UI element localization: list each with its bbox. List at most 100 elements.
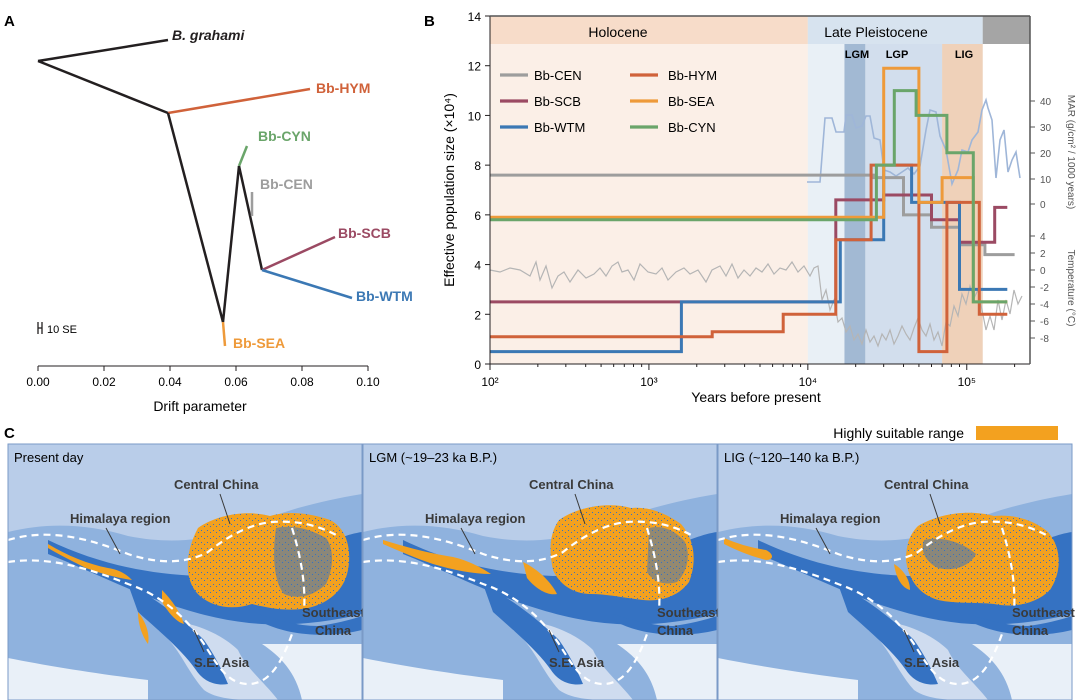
map-present-day: Present day Himalaya region Central Chin… <box>7 443 366 700</box>
mar-axis: 40 30 20 10 0 MAR (g/cm² / 1000 years) <box>1030 95 1076 211</box>
period-band-lgm <box>844 44 866 364</box>
label-southeast-3a: Southeast <box>1012 605 1076 620</box>
panel-b-letter: B <box>424 13 435 30</box>
drift-tick-1: 0.02 <box>92 375 116 389</box>
label-himalaya-region-1: Himalaya region <box>70 511 170 526</box>
legend-suitable-label: Highly suitable range <box>833 425 964 441</box>
mar-tick-10: 10 <box>1040 175 1052 186</box>
tip-label-bb-cen: Bb-CEN <box>260 176 313 192</box>
map-lig: LIG (~120–140 ka B.P.) Himalaya region C… <box>717 443 1076 700</box>
era-label-late-pleistocene: Late Pleistocene <box>824 24 928 40</box>
temperature-axis: 4 2 0 -2 -4 -6 -8 Temperature (°C) <box>1030 232 1076 345</box>
tip-label-bb-hym: Bb-HYM <box>316 80 370 96</box>
drift-tick-5: 0.10 <box>356 375 380 389</box>
period-label-lig: LIG <box>955 49 973 61</box>
label-central-china-3: Central China <box>884 477 969 492</box>
tip-label-b-grahami: B. grahami <box>172 27 245 43</box>
era-header-1 <box>807 16 983 44</box>
label-sea-2: S.E. Asia <box>549 655 605 670</box>
temp-tick-m2: -2 <box>1040 283 1049 294</box>
mar-tick-30: 30 <box>1040 123 1052 134</box>
series-bb-cyn <box>490 89 1008 304</box>
mar-record-line <box>807 97 1021 187</box>
tip-label-bb-cyn: Bb-CYN <box>258 128 311 144</box>
temp-tick-0: 0 <box>1040 266 1046 277</box>
x-axis-ticks: 10² 10³ 10⁴ 10⁵ <box>481 364 1016 389</box>
legend-suitable-swatch <box>976 426 1058 440</box>
legend-label-bb-scb: Bb-SCB <box>534 94 581 109</box>
map-title-present-day: Present day <box>14 450 84 465</box>
drift-tick-0: 0.00 <box>26 375 50 389</box>
y-tick-label-3: 6 <box>474 209 481 223</box>
label-southeast-1b: China <box>315 623 352 638</box>
temp-tick-m4: -4 <box>1040 300 1049 311</box>
y-axis-title: Effective population size (×10⁴) <box>441 93 457 287</box>
legend-label-bb-sea: Bb-SEA <box>668 94 715 109</box>
y-tick-label-0: 0 <box>474 358 481 372</box>
demography-chart: B 0 2 4 6 8 10 12 14 10² 10³ 10⁴ 10⁵ Holocene Late… <box>424 10 1076 405</box>
mar-axis-title: MAR (g/cm² / 1000 years) <box>1065 95 1076 209</box>
label-sea-1: S.E. Asia <box>194 655 250 670</box>
map-title-lig: LIG (~120–140 ka B.P.) <box>724 450 859 465</box>
y-tick-label-7: 14 <box>468 10 482 24</box>
series-bb-hym <box>490 163 1008 354</box>
mar-tick-40: 40 <box>1040 97 1052 108</box>
temp-tick-m6: -6 <box>1040 317 1049 328</box>
x-tick-label-0: 10² <box>481 375 498 389</box>
tip-label-bb-scb: Bb-SCB <box>338 225 391 241</box>
y-tick-label-2: 4 <box>474 259 481 273</box>
temp-tick-4: 4 <box>1040 232 1046 243</box>
drift-tick-3: 0.06 <box>224 375 248 389</box>
panel-a-letter: A <box>4 13 15 30</box>
scale-bar-label: 10 SE <box>47 324 77 336</box>
label-himalaya-region-3: Himalaya region <box>780 511 880 526</box>
map-title-lgm: LGM (~19–23 ka B.P.) <box>369 450 497 465</box>
y-tick-label-5: 10 <box>468 109 482 123</box>
label-southeast-2a: Southeast <box>657 605 721 620</box>
era-header-0 <box>490 16 808 44</box>
label-southeast-1a: Southeast <box>302 605 366 620</box>
label-sea-3: S.E. Asia <box>904 655 960 670</box>
y-tick-label-4: 8 <box>474 159 481 173</box>
x-tick-label-2: 10⁴ <box>799 375 818 389</box>
drift-axis: 0.00 0.02 0.04 0.06 0.08 0.10 Drift para… <box>26 365 380 414</box>
x-tick-label-3: 10⁵ <box>958 375 976 389</box>
label-southeast-2b: China <box>657 623 694 638</box>
phylogeny-panel: A B. grahami Bb-HYM Bb-CYN Bb-CEN Bb-SCB… <box>4 13 413 414</box>
y-tick-label-6: 12 <box>468 60 482 74</box>
panel-c-letter: C <box>4 425 15 442</box>
y-axis-ticks: 0 2 4 6 8 10 12 14 <box>468 10 490 372</box>
drift-tick-2: 0.04 <box>158 375 182 389</box>
period-label-lgp: LGP <box>886 49 909 61</box>
habitat-maps-panel: C Highly suitable range Present day Hima… <box>4 425 1076 700</box>
era-label-holocene: Holocene <box>588 24 647 40</box>
population-series <box>490 66 1015 354</box>
era-header-gray <box>982 16 1030 44</box>
legend-label-bb-cyn: Bb-CYN <box>668 120 716 135</box>
legend-label-bb-cen: Bb-CEN <box>534 68 582 83</box>
tip-label-bb-wtm: Bb-WTM <box>356 288 413 304</box>
period-band-lig <box>942 44 983 364</box>
mar-tick-20: 20 <box>1040 149 1052 160</box>
legend-label-bb-hym: Bb-HYM <box>668 68 717 83</box>
scale-bar: 10 SE <box>37 322 77 336</box>
label-southeast-3b: China <box>1012 623 1049 638</box>
label-central-china-1: Central China <box>174 477 259 492</box>
map-lgm: LGM (~19–23 ka B.P.) Himalaya region Cen… <box>362 443 721 700</box>
y-tick-label-1: 2 <box>474 308 481 322</box>
legend-label-bb-wtm: Bb-WTM <box>534 120 585 135</box>
chart-legend: Bb-CEN Bb-SCB Bb-WTM Bb-HYM Bb-SEA Bb-CY… <box>500 68 717 135</box>
mar-tick-0: 0 <box>1040 200 1046 211</box>
temp-tick-m8: -8 <box>1040 334 1049 345</box>
x-tick-label-1: 10³ <box>640 375 657 389</box>
tree-branches <box>37 38 353 347</box>
tip-label-bb-sea: Bb-SEA <box>233 335 285 351</box>
temperature-axis-title: Temperature (°C) <box>1065 250 1076 327</box>
period-label-lgm: LGM <box>845 49 869 61</box>
label-himalaya-region-2: Himalaya region <box>425 511 525 526</box>
drift-tick-4: 0.08 <box>290 375 314 389</box>
temp-tick-2: 2 <box>1040 249 1046 260</box>
x-axis-title: Years before present <box>691 389 821 405</box>
drift-axis-title: Drift parameter <box>153 398 247 414</box>
label-central-china-2: Central China <box>529 477 614 492</box>
